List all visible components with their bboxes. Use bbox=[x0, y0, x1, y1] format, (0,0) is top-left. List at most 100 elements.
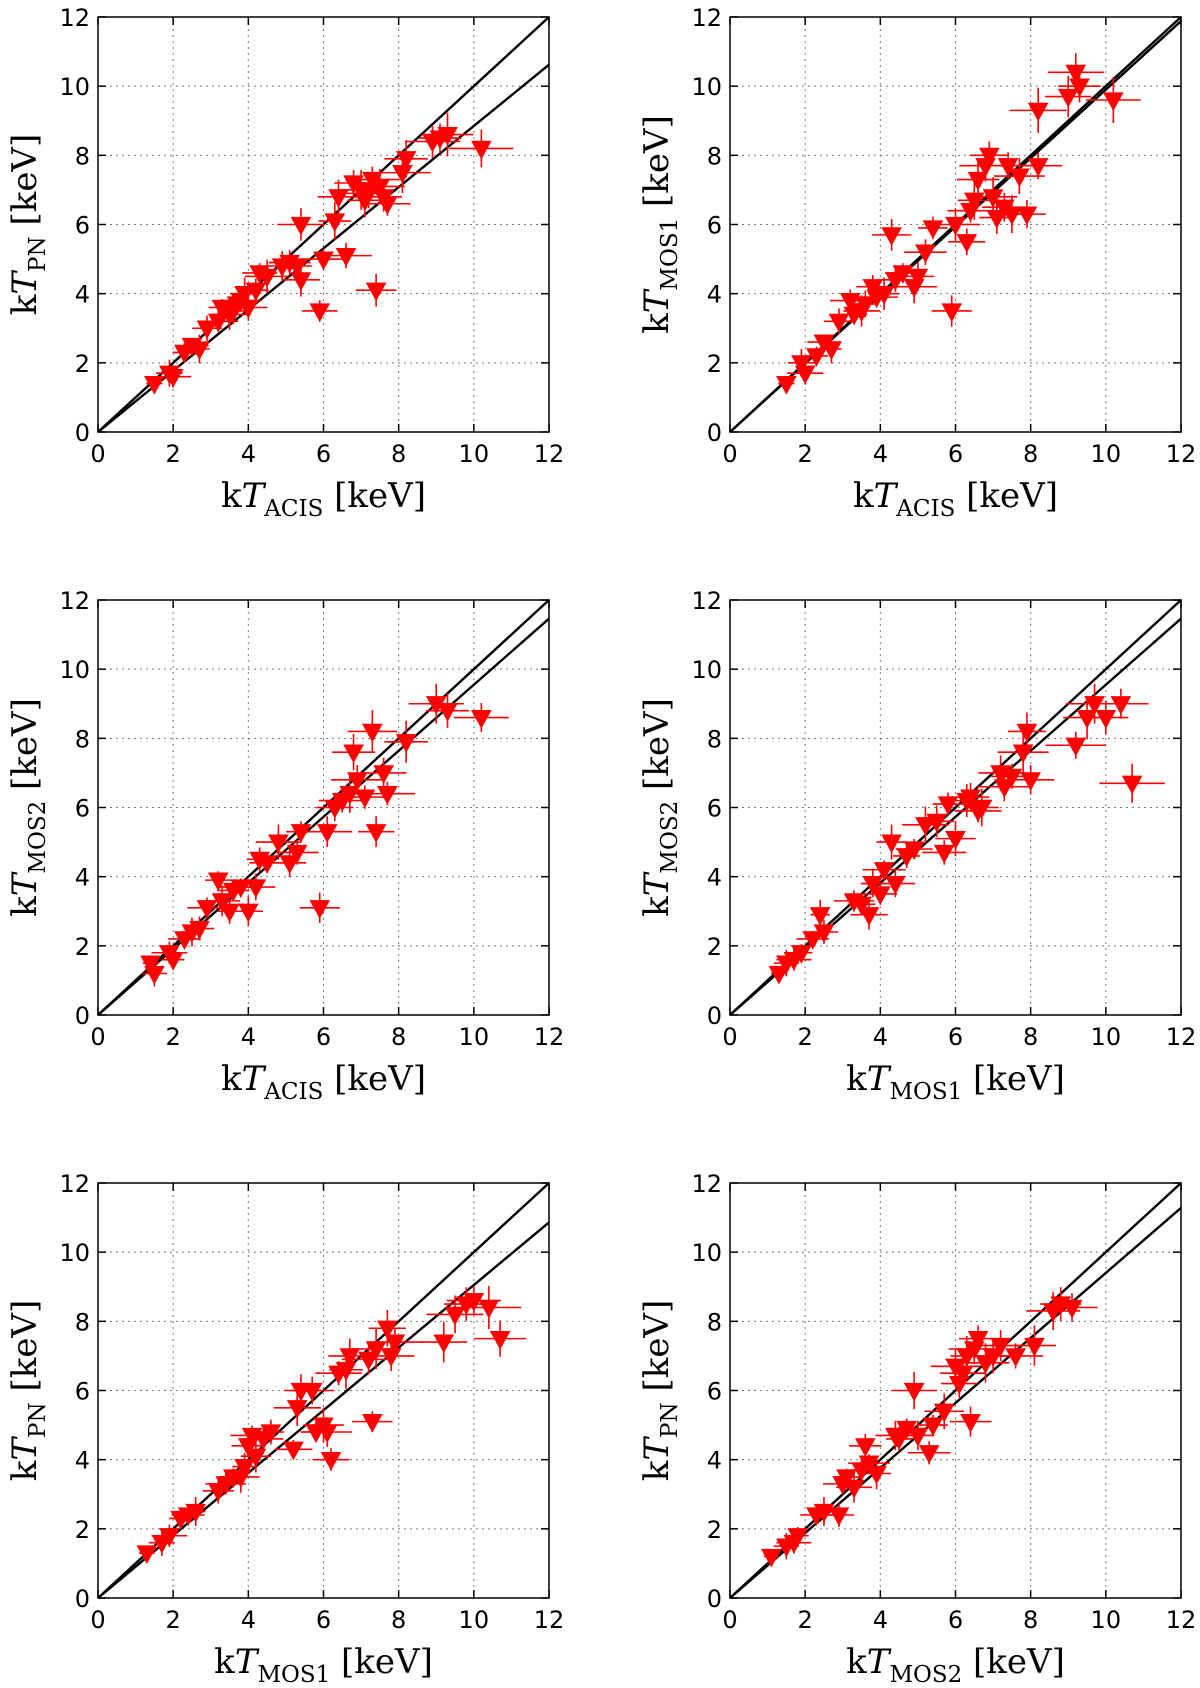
y-tick-label: 12 bbox=[691, 1170, 722, 1198]
data-point bbox=[301, 1382, 323, 1402]
data-point bbox=[997, 158, 1019, 177]
x-tick-label: 2 bbox=[166, 1023, 181, 1051]
data-point bbox=[806, 348, 827, 367]
panel-pn-vs-acis: 0 2 4 6 8 10 12 0 2 4 6 8 10 12 kTACIS [keV] kTPN [keV] bbox=[5, 4, 564, 522]
data-point bbox=[309, 900, 331, 919]
x-tick-label: 8 bbox=[391, 440, 406, 468]
data-point bbox=[320, 1452, 342, 1471]
data-point bbox=[1061, 1299, 1083, 1319]
data-point bbox=[395, 734, 417, 753]
data-point bbox=[335, 1362, 357, 1381]
data-point bbox=[444, 1306, 466, 1326]
y-tick-label: 2 bbox=[75, 1516, 90, 1544]
data-point bbox=[1065, 64, 1087, 84]
x-tick-label: 2 bbox=[798, 440, 813, 468]
y-axis-label: kTPN [keV] bbox=[5, 1300, 51, 1482]
y-axis-label: kTMOS2 [keV] bbox=[637, 698, 683, 917]
data-point bbox=[279, 855, 301, 874]
y-tick-label: 10 bbox=[59, 656, 90, 684]
plot-area bbox=[98, 1183, 549, 1598]
data-point bbox=[140, 955, 161, 975]
y-tick-label: 8 bbox=[707, 725, 722, 753]
data-point bbox=[162, 952, 184, 971]
data-point bbox=[1076, 709, 1098, 729]
data-point bbox=[1110, 696, 1132, 715]
data-point bbox=[1103, 92, 1124, 112]
panel-pn-vs-mos2: 0 2 4 6 8 10 12 0 2 4 6 8 10 12 kTMOS2 [keV] kTPN [keV] bbox=[637, 1170, 1196, 1688]
data-point bbox=[926, 813, 948, 833]
y-axis-label: kTMOS2 [keV] bbox=[5, 698, 51, 917]
y-tick-label: 10 bbox=[691, 73, 722, 101]
data-point bbox=[903, 841, 925, 861]
x-tick-label: 6 bbox=[316, 440, 331, 468]
data-point bbox=[994, 779, 1015, 798]
x-tick-label: 0 bbox=[90, 1023, 105, 1051]
data-point bbox=[395, 151, 417, 170]
data-point bbox=[813, 1503, 835, 1523]
x-tick-label: 12 bbox=[1166, 1023, 1197, 1051]
panel-mos1-vs-acis: 0 2 4 6 8 10 12 0 2 4 6 8 10 12 kTACIS [keV] kTMOS1 [ke… bbox=[637, 4, 1196, 522]
data-point bbox=[1016, 206, 1038, 226]
data-point bbox=[268, 834, 289, 854]
y-tick-label: 4 bbox=[75, 281, 90, 309]
data-point bbox=[918, 1445, 940, 1464]
data-point bbox=[207, 872, 229, 892]
x-axis-label: kTMOS1 [keV] bbox=[846, 1059, 1065, 1105]
data-point bbox=[365, 282, 387, 302]
data-point bbox=[377, 196, 398, 215]
x-tick-label: 12 bbox=[1166, 1606, 1197, 1634]
data-point bbox=[260, 1424, 282, 1444]
data-point bbox=[956, 234, 978, 253]
data-point bbox=[343, 744, 364, 764]
data-point bbox=[324, 213, 346, 233]
data-point bbox=[1057, 88, 1079, 108]
y-tick-label: 4 bbox=[707, 281, 722, 309]
x-tick-label: 8 bbox=[1023, 1023, 1038, 1051]
data-point bbox=[903, 279, 925, 298]
data-point bbox=[839, 292, 861, 312]
data-point bbox=[230, 879, 252, 899]
data-point bbox=[1001, 768, 1023, 788]
data-point bbox=[1016, 723, 1038, 743]
data-point bbox=[843, 1479, 865, 1499]
data-point bbox=[760, 1548, 782, 1568]
x-tick-label: 6 bbox=[948, 440, 963, 468]
y-tick-label: 4 bbox=[707, 864, 722, 892]
data-point bbox=[851, 896, 872, 916]
data-point bbox=[862, 875, 884, 895]
data-point bbox=[162, 369, 184, 388]
data-point bbox=[1009, 168, 1030, 188]
data-point bbox=[809, 907, 831, 926]
data-point bbox=[869, 886, 891, 905]
x-tick-label: 8 bbox=[391, 1023, 406, 1051]
data-point bbox=[489, 1331, 511, 1350]
x-tick-label: 10 bbox=[1091, 1606, 1122, 1634]
y-tick-label: 10 bbox=[59, 73, 90, 101]
data-point bbox=[219, 903, 240, 923]
x-axis-label: kTMOS1 [keV] bbox=[214, 1642, 433, 1688]
y-tick-label: 6 bbox=[707, 795, 722, 823]
x-tick-label: 0 bbox=[722, 1023, 737, 1051]
data-point bbox=[791, 355, 812, 374]
data-point bbox=[881, 227, 902, 246]
data-point bbox=[978, 147, 1000, 167]
data-point bbox=[828, 313, 850, 333]
plot-area bbox=[98, 600, 549, 1015]
data-point bbox=[377, 786, 398, 805]
data-point bbox=[1001, 206, 1023, 226]
data-point bbox=[1121, 775, 1143, 795]
x-tick-label: 2 bbox=[166, 1606, 181, 1634]
data-point bbox=[922, 1417, 944, 1437]
x-tick-label: 2 bbox=[166, 440, 181, 468]
data-point bbox=[915, 244, 936, 264]
y-tick-label: 10 bbox=[59, 1239, 90, 1267]
data-point bbox=[189, 920, 210, 940]
y-tick-label: 0 bbox=[75, 1002, 90, 1030]
data-point bbox=[335, 248, 357, 267]
data-point bbox=[1084, 696, 1105, 715]
data-point bbox=[907, 268, 929, 288]
data-point bbox=[945, 831, 966, 850]
data-point bbox=[437, 703, 458, 722]
data-point bbox=[854, 1438, 876, 1457]
data-point bbox=[907, 1427, 929, 1447]
